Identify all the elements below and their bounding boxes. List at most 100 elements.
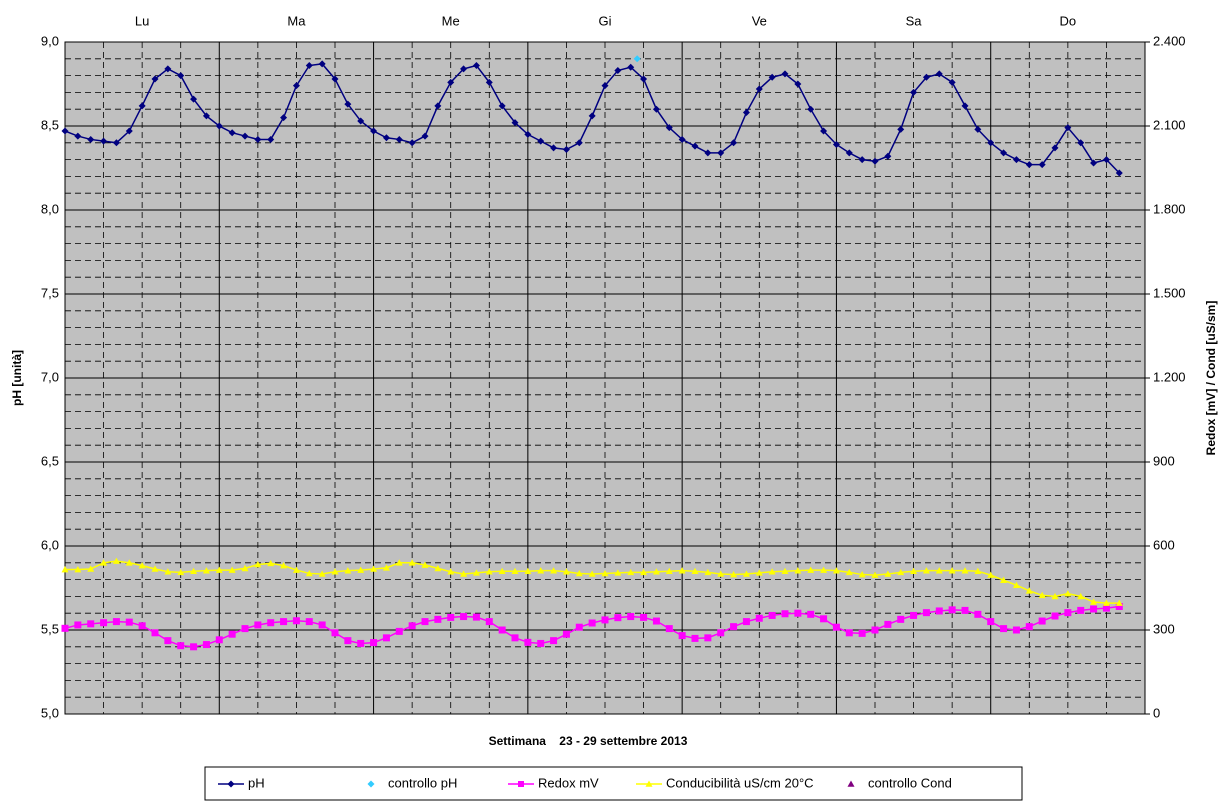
marker — [254, 621, 262, 629]
marker — [357, 117, 365, 125]
marker — [847, 780, 855, 787]
marker — [447, 613, 455, 621]
marker — [935, 567, 943, 574]
marker — [138, 102, 146, 110]
marker — [794, 567, 802, 574]
day-label: Do — [1060, 13, 1077, 28]
marker — [434, 615, 442, 623]
marker — [845, 149, 853, 157]
marker — [974, 125, 982, 133]
marker — [588, 570, 596, 577]
marker — [460, 65, 468, 73]
marker — [202, 112, 210, 120]
marker — [601, 82, 609, 90]
marker — [717, 570, 725, 577]
marker — [961, 567, 969, 574]
marker — [897, 568, 905, 576]
marker — [125, 618, 133, 626]
marker — [472, 62, 480, 70]
marker — [755, 85, 763, 93]
marker — [820, 127, 828, 135]
marker — [807, 105, 815, 113]
marker — [87, 565, 95, 572]
marker — [691, 567, 699, 574]
marker — [241, 564, 249, 572]
marker — [922, 609, 930, 617]
marker — [935, 607, 943, 615]
marker — [498, 102, 506, 110]
marker — [215, 566, 223, 573]
marker — [858, 571, 866, 578]
marker — [884, 620, 892, 628]
marker — [961, 606, 969, 614]
marker — [485, 568, 493, 575]
marker — [897, 615, 905, 623]
marker — [794, 80, 802, 88]
marker — [730, 571, 738, 578]
marker — [241, 625, 249, 633]
marker — [845, 568, 853, 576]
marker — [177, 72, 185, 80]
marker — [280, 618, 288, 626]
marker — [74, 566, 82, 573]
marker — [241, 132, 249, 140]
marker — [215, 122, 223, 130]
marker — [151, 75, 159, 83]
marker — [820, 615, 828, 623]
marker — [1064, 609, 1072, 617]
marker — [1038, 617, 1046, 625]
marker — [485, 618, 493, 626]
marker — [395, 627, 403, 635]
y2-tick-label: 2.100 — [1153, 117, 1186, 132]
marker — [1000, 576, 1008, 583]
day-label: Me — [442, 13, 460, 28]
y-tick-label: 9,0 — [41, 33, 59, 48]
marker — [408, 622, 416, 630]
marker — [434, 102, 442, 110]
marker — [61, 566, 69, 573]
marker — [640, 75, 648, 83]
y2-tick-label: 1.500 — [1153, 285, 1186, 300]
marker — [112, 618, 120, 626]
marker — [1077, 606, 1085, 614]
marker — [884, 570, 892, 577]
marker — [331, 568, 339, 575]
marker — [633, 55, 641, 63]
marker — [421, 618, 429, 626]
marker — [125, 559, 133, 566]
marker — [884, 152, 892, 160]
marker — [215, 636, 223, 644]
marker — [511, 634, 519, 642]
marker — [704, 149, 712, 157]
marker — [367, 780, 375, 788]
marker — [871, 626, 879, 634]
marker — [627, 63, 635, 71]
marker — [845, 629, 853, 637]
marker — [601, 569, 609, 577]
marker — [768, 568, 776, 575]
legend-label: controllo Cond — [868, 775, 952, 790]
marker — [280, 114, 288, 122]
marker — [344, 637, 352, 645]
marker — [254, 135, 262, 143]
marker — [202, 641, 210, 649]
marker — [1090, 159, 1098, 167]
marker — [691, 634, 699, 642]
marker — [781, 567, 789, 574]
marker — [858, 156, 866, 164]
marker — [550, 144, 558, 152]
marker — [518, 781, 524, 787]
marker — [1090, 605, 1098, 613]
marker — [550, 567, 558, 574]
marker — [652, 105, 660, 113]
marker — [498, 626, 506, 634]
y-tick-label: 5,0 — [41, 705, 59, 720]
marker — [537, 137, 545, 145]
y2-tick-label: 1.200 — [1153, 369, 1186, 384]
marker — [190, 95, 198, 103]
y-tick-label: 7,0 — [41, 369, 59, 384]
marker — [730, 139, 738, 147]
marker — [755, 614, 763, 622]
marker — [961, 102, 969, 110]
